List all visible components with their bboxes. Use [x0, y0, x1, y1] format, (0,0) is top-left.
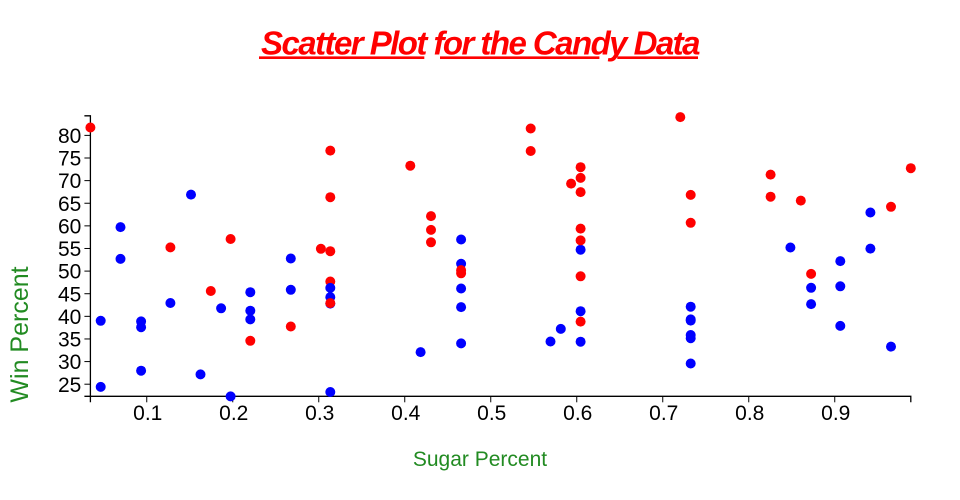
svg-text:55: 55: [58, 238, 81, 261]
svg-text:Win Percent: Win Percent: [6, 266, 34, 402]
svg-text:0.4: 0.4: [391, 402, 421, 425]
svg-text:Scatter Plot for the Candy Dat: Scatter Plot for the Candy Data: [261, 25, 700, 62]
svg-text:35: 35: [58, 329, 81, 352]
svg-text:0.9: 0.9: [821, 402, 850, 425]
svg-text:45: 45: [58, 283, 81, 306]
svg-text:0.7: 0.7: [649, 402, 678, 425]
svg-text:0.1: 0.1: [133, 402, 162, 425]
svg-text:0.3: 0.3: [305, 402, 334, 425]
svg-text:75: 75: [58, 148, 81, 171]
svg-text:70: 70: [58, 170, 81, 193]
svg-text:30: 30: [58, 351, 81, 374]
svg-text:0.6: 0.6: [563, 402, 592, 425]
svg-text:65: 65: [58, 193, 81, 216]
svg-text:0.8: 0.8: [735, 402, 764, 425]
svg-text:Sugar Percent: Sugar Percent: [413, 448, 547, 471]
svg-text:40: 40: [58, 306, 81, 329]
svg-text:50: 50: [58, 261, 81, 284]
svg-text:25: 25: [58, 374, 81, 397]
svg-text:80: 80: [58, 125, 81, 148]
svg-text:60: 60: [58, 215, 81, 238]
svg-text:0.2: 0.2: [219, 402, 248, 425]
svg-text:0.5: 0.5: [477, 402, 506, 425]
